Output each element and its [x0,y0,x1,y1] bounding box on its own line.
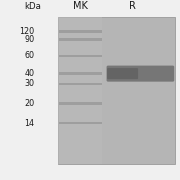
Bar [59,102,102,105]
Bar [59,72,102,75]
Text: 40: 40 [24,69,34,78]
Text: 14: 14 [24,119,34,128]
Bar [59,30,102,33]
Bar [59,83,102,85]
Text: MK: MK [73,1,87,11]
FancyBboxPatch shape [107,66,174,82]
Text: 90: 90 [24,35,34,44]
Text: kDa: kDa [24,2,41,11]
Text: 30: 30 [24,79,34,88]
Bar [58,17,102,164]
Bar [58,17,175,164]
Bar [59,122,102,124]
Text: 120: 120 [19,27,34,36]
FancyBboxPatch shape [107,68,138,79]
Text: 20: 20 [24,99,34,108]
Bar [59,38,102,41]
Bar [59,55,102,57]
Text: 60: 60 [24,51,34,60]
Text: R: R [129,1,136,11]
